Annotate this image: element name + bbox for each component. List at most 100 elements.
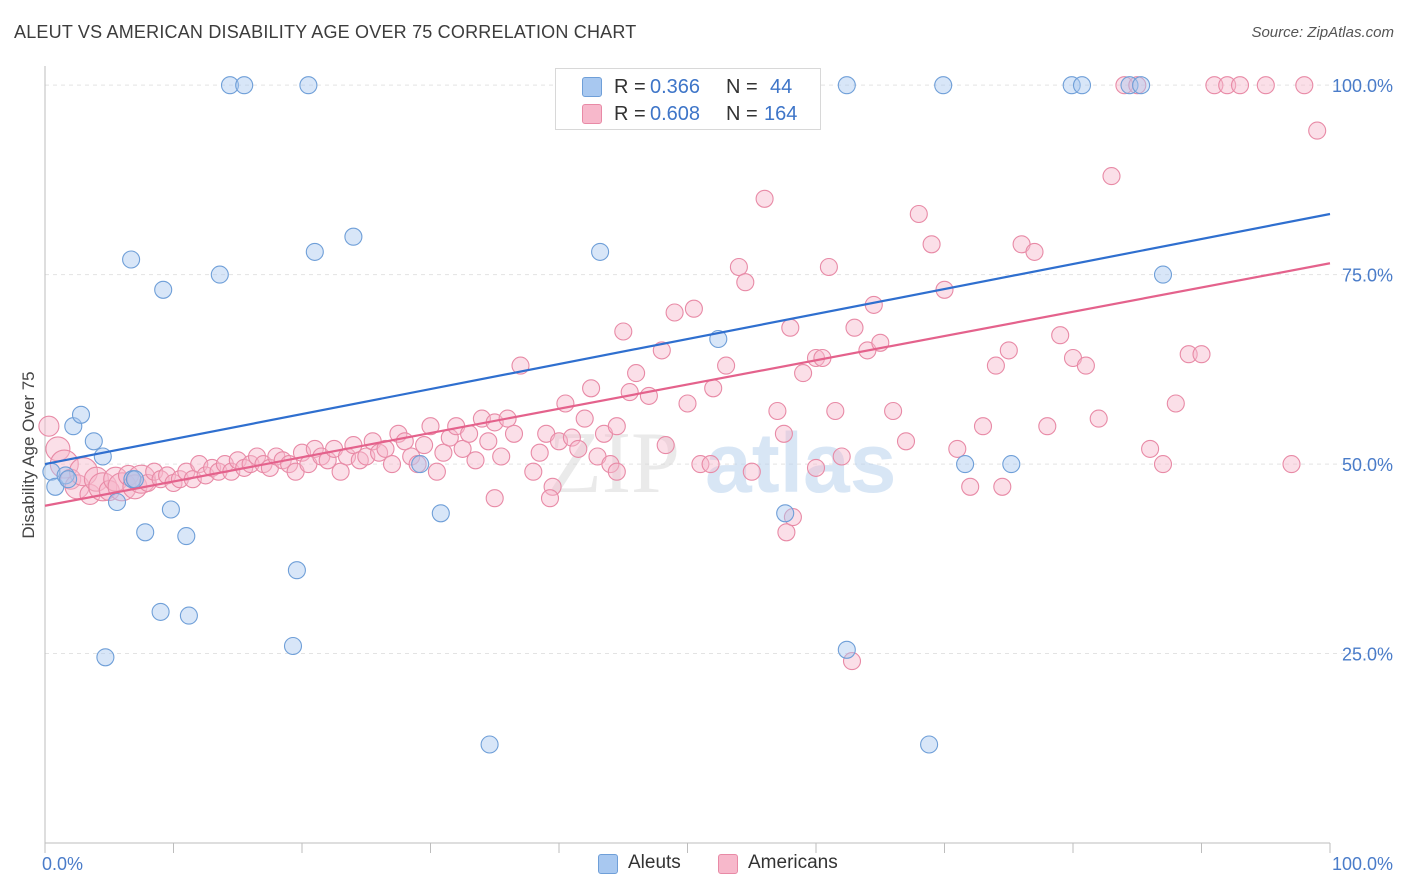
point-aleuts [59,470,78,489]
point-americans [1179,345,1198,364]
r-value: 0.608 [650,103,701,125]
point-aleuts [956,455,975,474]
point-americans [1076,356,1095,375]
point-americans [38,415,60,437]
point-americans [1141,439,1160,458]
point-americans [717,356,736,375]
point-aleuts [210,265,229,284]
point-aleuts [93,447,112,466]
point-americans [729,257,748,277]
point-aleuts [283,636,303,656]
point-americans [819,257,838,277]
point-americans [656,436,675,455]
point-aleuts [591,242,610,261]
point-americans [986,356,1005,375]
point-americans [755,189,774,208]
y-axis-title: Disability Age Over 75 [19,371,38,538]
point-americans [999,341,1018,360]
point-americans [543,477,562,496]
point-aleuts [71,405,91,424]
point-aleuts [179,606,198,625]
point-americans [909,204,928,224]
point-americans [948,439,967,458]
y-tick-label: 25.0% [1342,645,1393,665]
x-tick-labels: 0.0% 100.0% [42,854,1393,874]
point-aleuts [305,242,324,261]
point-americans [1166,394,1185,413]
point-americans [1102,167,1121,186]
stats-swatch-americans [582,104,602,124]
point-aleuts [837,76,856,95]
point-americans [524,462,543,481]
point-aleuts [84,432,103,451]
n-label: N = [726,76,758,98]
point-americans [395,432,414,451]
point-americans [826,401,845,421]
point-americans [665,303,684,322]
point-americans [434,443,453,462]
point-americans [678,394,697,413]
point-aleuts [1153,265,1173,284]
point-americans [382,455,402,474]
point-aleuts [287,561,306,580]
point-americans [1295,76,1314,95]
legend-label-americans: Americans [748,852,838,873]
point-aleuts [431,504,450,523]
point-americans [774,424,793,443]
point-americans [1051,326,1070,345]
point-americans [781,318,800,337]
chart-source: Source: ZipAtlas.com [1251,24,1394,41]
point-americans [421,417,440,436]
point-americans [1025,242,1044,261]
point-americans [627,364,646,383]
point-americans [1230,76,1250,95]
point-americans [1218,76,1237,95]
point-americans [832,447,851,466]
point-americans [806,458,826,477]
y-tick-label: 50.0% [1342,455,1393,475]
point-americans [427,462,446,481]
point-aleuts [934,76,953,95]
point-americans [1282,455,1301,474]
point-aleuts [96,648,115,667]
point-americans [777,523,796,542]
point-aleuts [151,602,170,621]
point-americans [842,652,862,671]
r-value: 0.366 [650,76,701,98]
point-americans [479,432,498,451]
legend-swatch-americans [718,854,738,874]
point-americans [415,436,434,455]
point-americans [742,462,761,481]
chart-title: ALEUT VS AMERICAN DISABILITY AGE OVER 75… [14,22,637,42]
point-americans [1128,76,1147,95]
point-americans [569,439,588,458]
point-americans [1308,121,1327,140]
point-aleuts [177,527,196,546]
point-americans [453,439,472,458]
point-aleuts [154,280,173,299]
point-americans [736,273,755,292]
point-aleuts [161,500,180,519]
point-americans [601,455,620,474]
point-americans [575,409,594,428]
y-tick-labels: 25.0% 50.0% 75.0% 100.0% [1332,76,1393,664]
point-americans [485,489,504,508]
n-value: 164 [764,103,798,125]
point-americans [620,383,639,402]
point-americans [704,379,723,398]
stats-row-americans: R = 0.608 N = 164 [556,101,820,127]
watermark-atlas: atlas [705,416,896,510]
trend-line-americans [44,262,1331,507]
point-aleuts [920,735,939,754]
point-americans [701,455,720,474]
point-americans [540,489,560,508]
point-americans [582,379,601,398]
point-americans [884,401,903,421]
point-americans [1256,76,1275,95]
point-aleuts [235,76,254,95]
point-americans [922,235,941,254]
point-americans [562,428,581,447]
point-americans [530,443,549,462]
stats-row-aleuts: R = 0.366 N = 44 [556,74,820,100]
point-americans [684,299,703,318]
